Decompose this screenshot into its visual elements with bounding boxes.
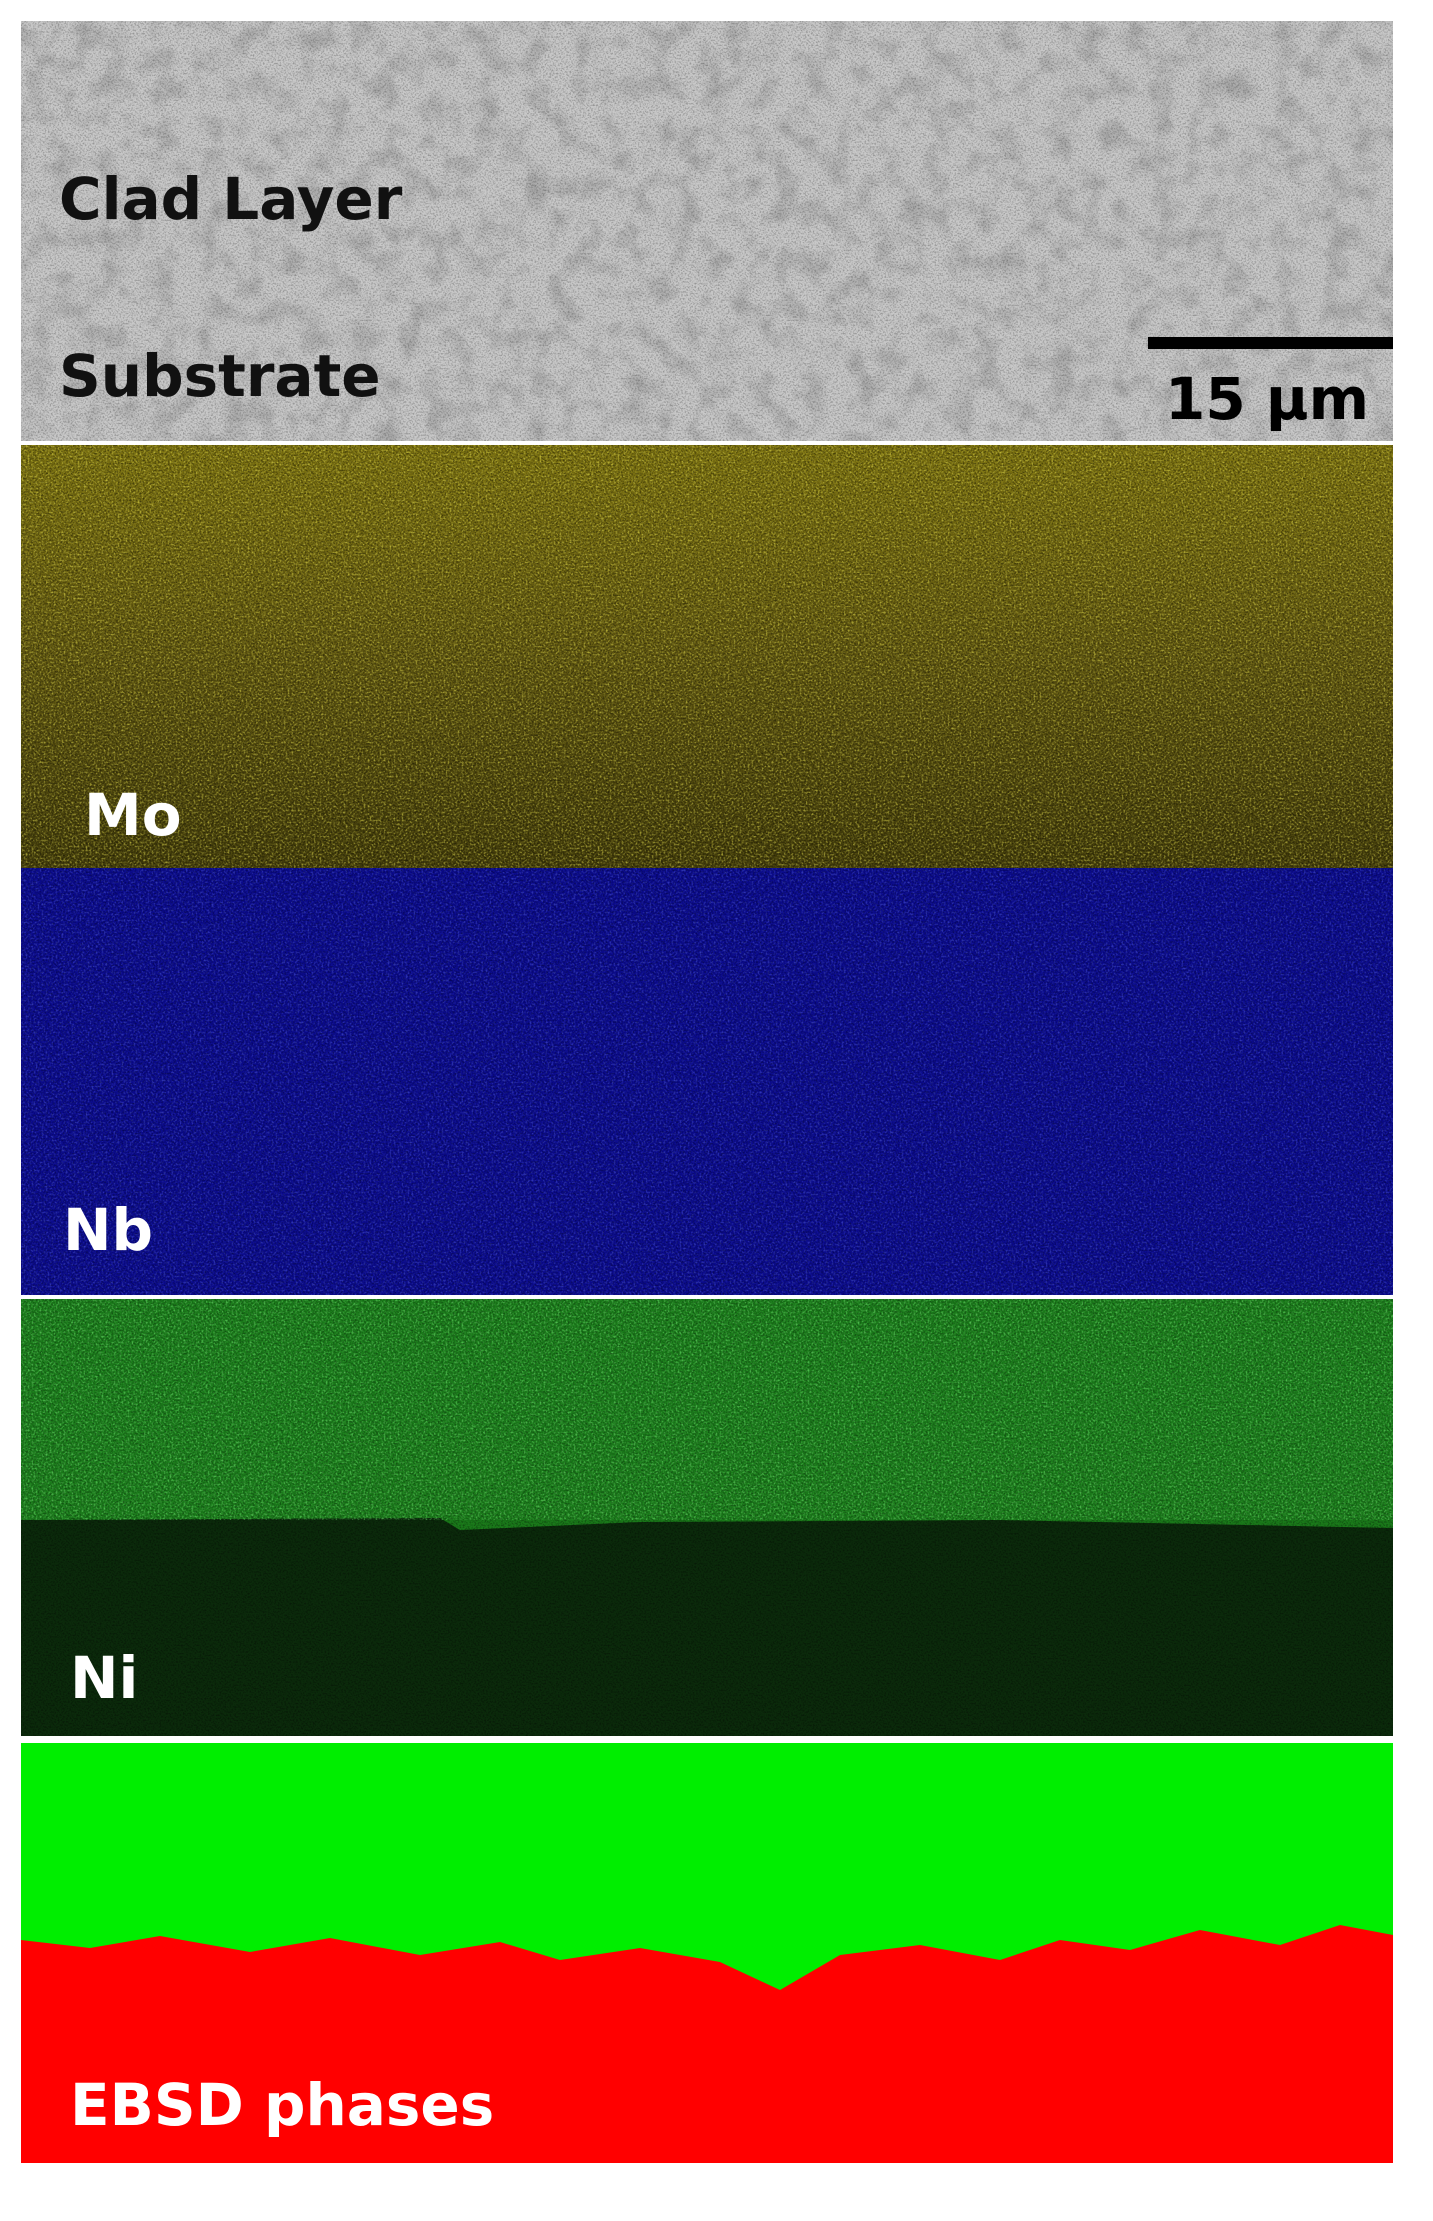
ni-dark-noise — [21, 1299, 1393, 1736]
nb-dark-noise — [21, 868, 1393, 1295]
map-label: EBSD phases — [70, 2071, 494, 2139]
scale-bar-label: 15 μm — [1165, 365, 1369, 433]
mo-dark-noise — [21, 445, 1393, 868]
ebsd-red-phase — [21, 1925, 1393, 2163]
sem-grain — [21, 21, 1393, 441]
layer-label: Clad Layer — [59, 165, 403, 233]
scale-bar — [1148, 337, 1393, 349]
map-label: Ni — [70, 1644, 138, 1712]
map-label: Mo — [84, 781, 182, 849]
map-label: Nb — [63, 1196, 153, 1264]
layer-label: Substrate — [59, 342, 381, 410]
